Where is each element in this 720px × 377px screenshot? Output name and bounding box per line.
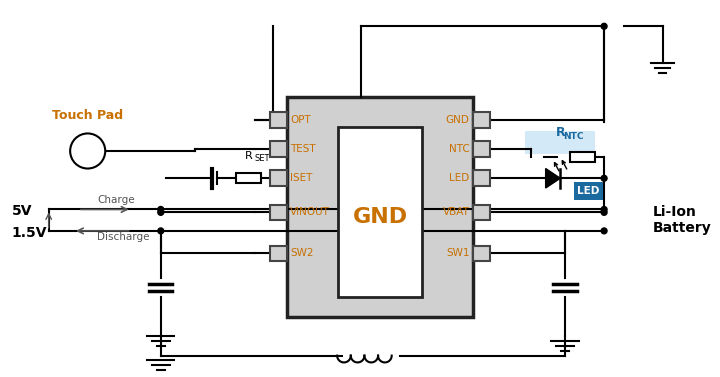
Circle shape [601,210,607,215]
Bar [270,112,287,127]
Bar [270,245,287,261]
Bar [270,170,287,186]
Bar [570,152,595,162]
Text: ISET: ISET [290,173,312,183]
Text: LED: LED [449,173,469,183]
Bar [472,112,490,127]
FancyBboxPatch shape [574,182,603,200]
Bar [472,245,490,261]
Bar [235,173,261,183]
Text: R: R [555,126,565,139]
Circle shape [158,228,163,234]
Text: VBAT: VBAT [443,207,469,218]
FancyBboxPatch shape [338,127,422,297]
FancyBboxPatch shape [287,97,472,317]
Text: Li-Ion
Battery: Li-Ion Battery [653,205,711,235]
Bar [472,141,490,157]
Circle shape [70,133,105,169]
Circle shape [158,210,163,215]
Polygon shape [546,169,560,188]
Text: Charge: Charge [97,195,135,205]
Text: Discharge: Discharge [97,232,150,242]
Text: VINOUT: VINOUT [290,207,330,218]
Circle shape [601,228,607,234]
Text: SET: SET [254,154,270,163]
Circle shape [601,175,607,181]
Text: R: R [245,151,252,161]
Text: NTC: NTC [563,132,584,141]
Text: SW1: SW1 [446,248,469,258]
Bar [472,205,490,220]
Text: 5V: 5V [12,204,32,218]
Circle shape [601,207,607,212]
Bar [270,141,287,157]
Text: SW2: SW2 [290,248,314,258]
Text: TEST: TEST [290,144,316,154]
Circle shape [158,207,163,212]
Circle shape [601,23,607,29]
Text: Touch Pad: Touch Pad [52,109,123,122]
Text: NTC: NTC [449,144,469,154]
Text: GND: GND [446,115,469,125]
Bar [472,170,490,186]
FancyBboxPatch shape [525,130,595,154]
Text: GND: GND [353,207,408,227]
Text: OPT: OPT [290,115,311,125]
Text: LED: LED [577,186,600,196]
Bar [270,205,287,220]
Text: 1.5V: 1.5V [12,226,48,240]
